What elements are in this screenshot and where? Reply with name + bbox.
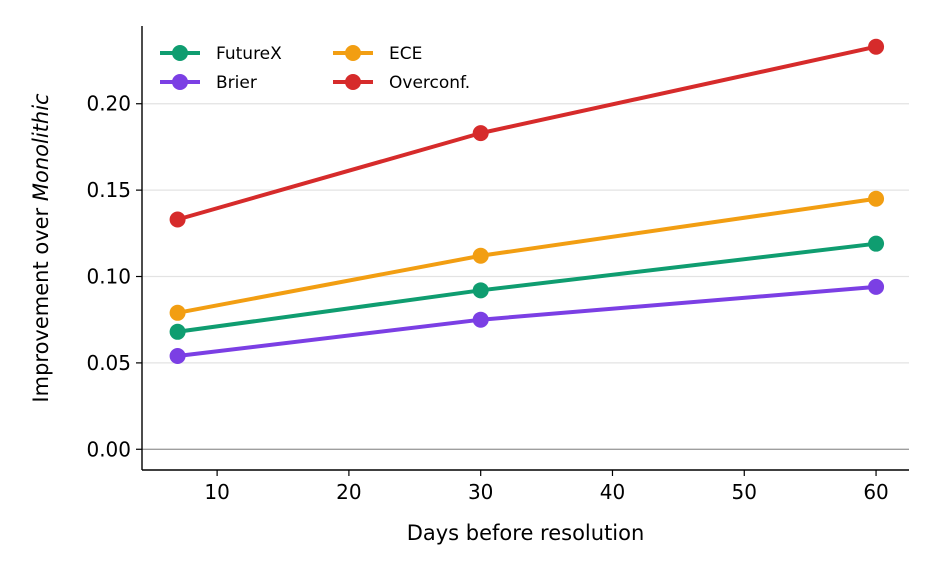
- legend-label: ECE: [389, 44, 422, 64]
- x-tick-label: 30: [468, 480, 493, 504]
- legend-label: Overconf.: [389, 73, 470, 93]
- legend-label: Brier: [216, 73, 257, 93]
- y-ticks: 0.00 0.05 0.10 0.15 0.20: [86, 92, 142, 461]
- y-tick-label: 0.20: [86, 92, 131, 116]
- legend-swatch-marker: [172, 45, 188, 61]
- data-point: [169, 304, 186, 321]
- y-tick-label: 0.05: [86, 351, 131, 375]
- data-point: [169, 323, 186, 340]
- legend-swatch-marker: [345, 74, 361, 90]
- x-ticks: 10 20 30 40 50 60: [204, 470, 889, 504]
- y-axis-label-prefix: Improvement over: [29, 201, 53, 402]
- data-point: [472, 125, 489, 142]
- legend: FutureX Brier ECE Overconf.: [160, 44, 470, 93]
- data-point: [868, 278, 885, 295]
- data-point: [868, 38, 885, 55]
- data-point: [169, 347, 186, 364]
- series-line-3: [175, 44, 879, 222]
- x-tick-label: 60: [863, 480, 888, 504]
- y-tick-label: 0.00: [86, 437, 131, 461]
- x-tick-label: 20: [336, 480, 361, 504]
- data-point: [472, 311, 489, 328]
- legend-swatch-marker: [172, 74, 188, 90]
- series-line-0: [175, 241, 879, 334]
- y-axis-label-emphasis: Monolithic: [29, 93, 53, 201]
- y-tick-label: 0.15: [86, 178, 131, 202]
- axes: [141, 26, 909, 471]
- legend-label: FutureX: [216, 44, 282, 64]
- data-point: [472, 247, 489, 264]
- grid-lines: [142, 103, 909, 450]
- data-point: [868, 235, 885, 252]
- legend-swatch-marker: [345, 45, 361, 61]
- data-point: [868, 190, 885, 207]
- series-line-1: [175, 284, 879, 358]
- y-tick-label: 0.10: [86, 265, 131, 289]
- series-group: [169, 38, 885, 364]
- x-tick-label: 10: [204, 480, 229, 504]
- y-axis-label: Improvement over Monolithic: [29, 93, 53, 403]
- x-axis-label: Days before resolution: [407, 521, 645, 545]
- data-point: [169, 211, 186, 228]
- data-point: [472, 282, 489, 299]
- x-tick-label: 50: [732, 480, 757, 504]
- x-tick-label: 40: [600, 480, 625, 504]
